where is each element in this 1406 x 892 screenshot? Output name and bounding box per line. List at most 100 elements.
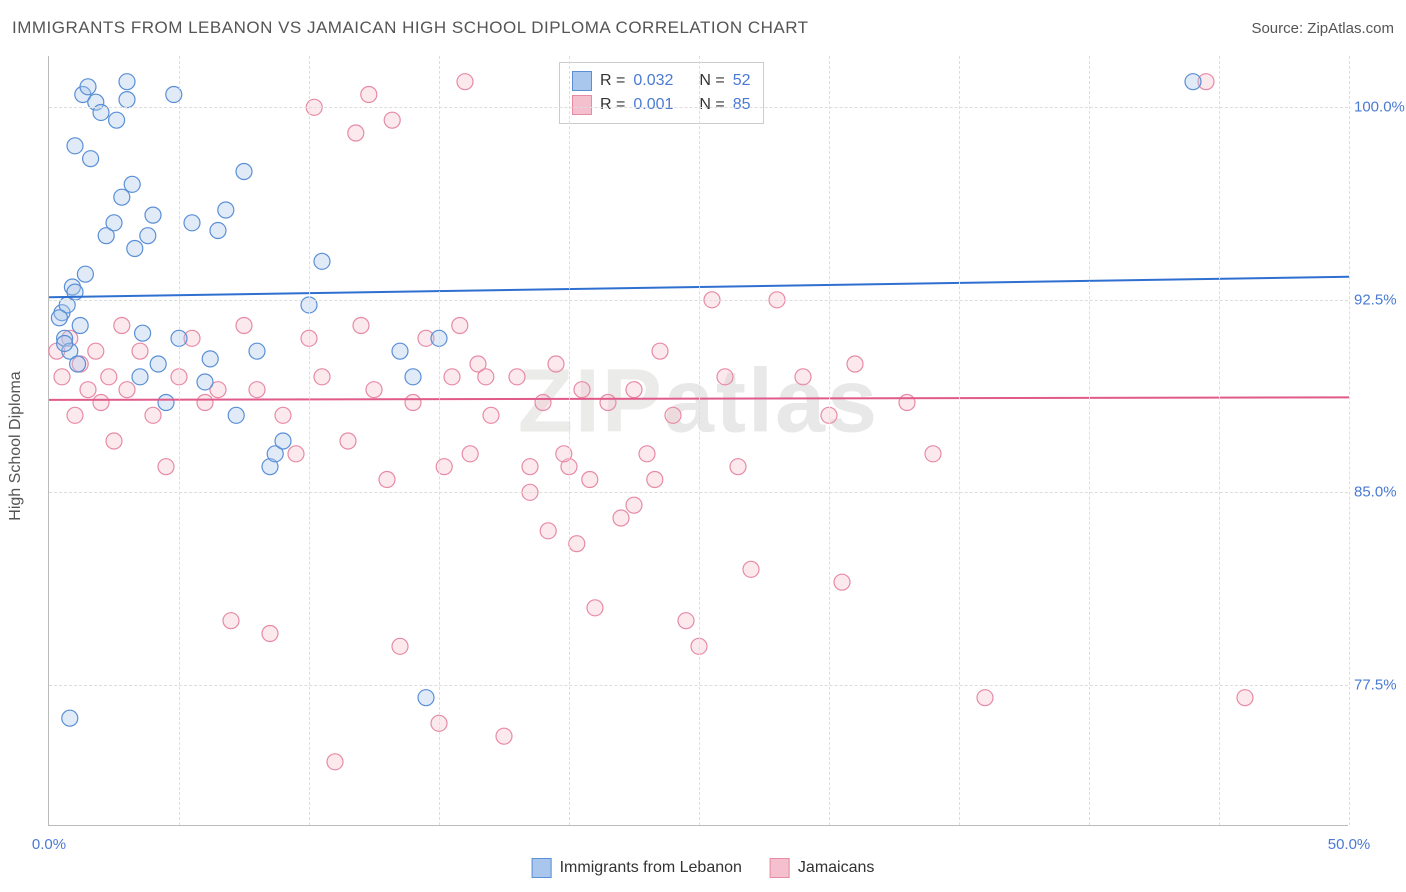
data-point-lebanon — [392, 343, 408, 359]
legend-row-lebanon: R = 0.032N = 52 — [572, 69, 751, 93]
data-point-jamaicans — [582, 472, 598, 488]
data-point-lebanon — [249, 343, 265, 359]
data-point-jamaicans — [462, 446, 478, 462]
gridline-v — [699, 56, 700, 825]
data-point-jamaicans — [80, 382, 96, 398]
data-point-jamaicans — [613, 510, 629, 526]
data-point-jamaicans — [444, 369, 460, 385]
data-point-jamaicans — [665, 407, 681, 423]
data-point-jamaicans — [223, 613, 239, 629]
legend-row-jamaicans: R = 0.001N = 85 — [572, 93, 751, 117]
data-point-lebanon — [140, 228, 156, 244]
data-point-lebanon — [202, 351, 218, 367]
legend-item-lebanon: Immigrants from Lebanon — [532, 858, 742, 878]
gridline-v — [569, 56, 570, 825]
data-point-jamaicans — [574, 382, 590, 398]
data-point-jamaicans — [262, 626, 278, 642]
data-point-jamaicans — [678, 613, 694, 629]
data-point-jamaicans — [452, 318, 468, 334]
data-point-lebanon — [106, 215, 122, 231]
data-point-jamaicans — [158, 459, 174, 475]
gridline-v — [1349, 56, 1350, 825]
data-point-jamaicans — [795, 369, 811, 385]
legend-series: Immigrants from Lebanon Jamaicans — [532, 858, 875, 878]
data-point-lebanon — [197, 374, 213, 390]
data-point-lebanon — [135, 325, 151, 341]
data-point-jamaicans — [717, 369, 733, 385]
legend-label: Immigrants from Lebanon — [560, 859, 742, 877]
data-point-jamaicans — [101, 369, 117, 385]
data-point-jamaicans — [652, 343, 668, 359]
data-point-lebanon — [145, 207, 161, 223]
data-point-jamaicans — [145, 407, 161, 423]
n-label: N = — [699, 96, 724, 114]
data-point-lebanon — [1185, 74, 1201, 90]
data-point-jamaicans — [314, 369, 330, 385]
gridline-v — [1219, 56, 1220, 825]
data-point-jamaicans — [587, 600, 603, 616]
data-point-lebanon — [218, 202, 234, 218]
data-point-jamaicans — [730, 459, 746, 475]
data-point-lebanon — [51, 310, 67, 326]
n-value: 85 — [733, 96, 751, 114]
data-point-lebanon — [236, 164, 252, 180]
y-tick-label: 92.5% — [1354, 291, 1406, 308]
data-point-jamaicans — [478, 369, 494, 385]
data-point-lebanon — [150, 356, 166, 372]
r-value: 0.032 — [633, 72, 673, 90]
data-point-lebanon — [83, 151, 99, 167]
data-point-jamaicans — [236, 318, 252, 334]
data-point-jamaicans — [743, 561, 759, 577]
data-point-lebanon — [72, 318, 88, 334]
legend-swatch — [532, 858, 552, 878]
x-tick-label: 0.0% — [32, 836, 66, 853]
data-point-jamaicans — [483, 407, 499, 423]
legend-swatch — [572, 71, 592, 91]
legend-swatch — [572, 95, 592, 115]
data-point-jamaicans — [496, 728, 512, 744]
data-point-lebanon — [418, 690, 434, 706]
n-label: N = — [699, 72, 724, 90]
gridline-v — [959, 56, 960, 825]
data-point-jamaicans — [384, 112, 400, 128]
data-point-jamaicans — [288, 446, 304, 462]
data-point-jamaicans — [88, 343, 104, 359]
data-point-lebanon — [119, 92, 135, 108]
data-point-lebanon — [275, 433, 291, 449]
y-tick-label: 85.0% — [1354, 484, 1406, 501]
data-point-jamaicans — [119, 382, 135, 398]
data-point-jamaicans — [647, 472, 663, 488]
data-point-lebanon — [114, 189, 130, 205]
data-point-jamaicans — [197, 395, 213, 411]
data-point-jamaicans — [114, 318, 130, 334]
data-point-jamaicans — [275, 407, 291, 423]
data-point-jamaicans — [509, 369, 525, 385]
data-point-lebanon — [184, 215, 200, 231]
n-value: 52 — [733, 72, 751, 90]
gridline-v — [439, 56, 440, 825]
plot-area: ZIPatlas R = 0.032N = 52R = 0.001N = 85 … — [48, 56, 1348, 826]
data-point-lebanon — [127, 241, 143, 257]
data-point-jamaicans — [977, 690, 993, 706]
data-point-lebanon — [57, 335, 73, 351]
data-point-jamaicans — [340, 433, 356, 449]
legend-swatch — [770, 858, 790, 878]
data-point-jamaicans — [106, 433, 122, 449]
data-point-jamaicans — [132, 343, 148, 359]
r-value: 0.001 — [633, 96, 673, 114]
data-point-jamaicans — [548, 356, 564, 372]
data-point-jamaicans — [639, 446, 655, 462]
data-point-lebanon — [210, 223, 226, 239]
data-point-jamaicans — [361, 87, 377, 103]
legend-item-jamaicans: Jamaicans — [770, 858, 874, 878]
data-point-jamaicans — [569, 536, 585, 552]
y-tick-label: 100.0% — [1354, 99, 1406, 116]
y-axis-label: High School Diploma — [7, 371, 25, 520]
data-point-jamaicans — [366, 382, 382, 398]
data-point-jamaicans — [540, 523, 556, 539]
data-point-lebanon — [228, 407, 244, 423]
gridline-v — [829, 56, 830, 825]
data-point-lebanon — [124, 176, 140, 192]
data-point-jamaicans — [600, 395, 616, 411]
data-point-jamaicans — [405, 395, 421, 411]
